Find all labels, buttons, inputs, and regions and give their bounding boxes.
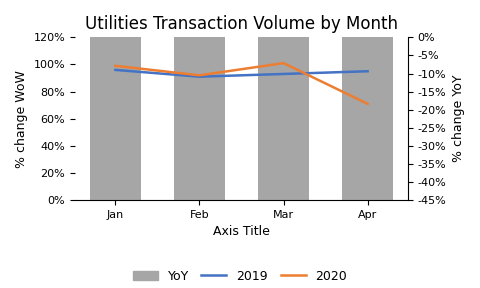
- Y-axis label: % change YoY: % change YoY: [452, 75, 465, 162]
- Title: Utilities Transaction Volume by Month: Utilities Transaction Volume by Month: [85, 15, 398, 33]
- X-axis label: Axis Title: Axis Title: [213, 226, 270, 238]
- Bar: [342, 37, 393, 200]
- Legend: YoY, 2019, 2020: YoY, 2019, 2020: [128, 264, 352, 287]
- Y-axis label: % change WoW: % change WoW: [15, 70, 28, 168]
- Bar: [174, 37, 225, 200]
- Bar: [90, 37, 141, 200]
- Bar: [258, 37, 309, 200]
